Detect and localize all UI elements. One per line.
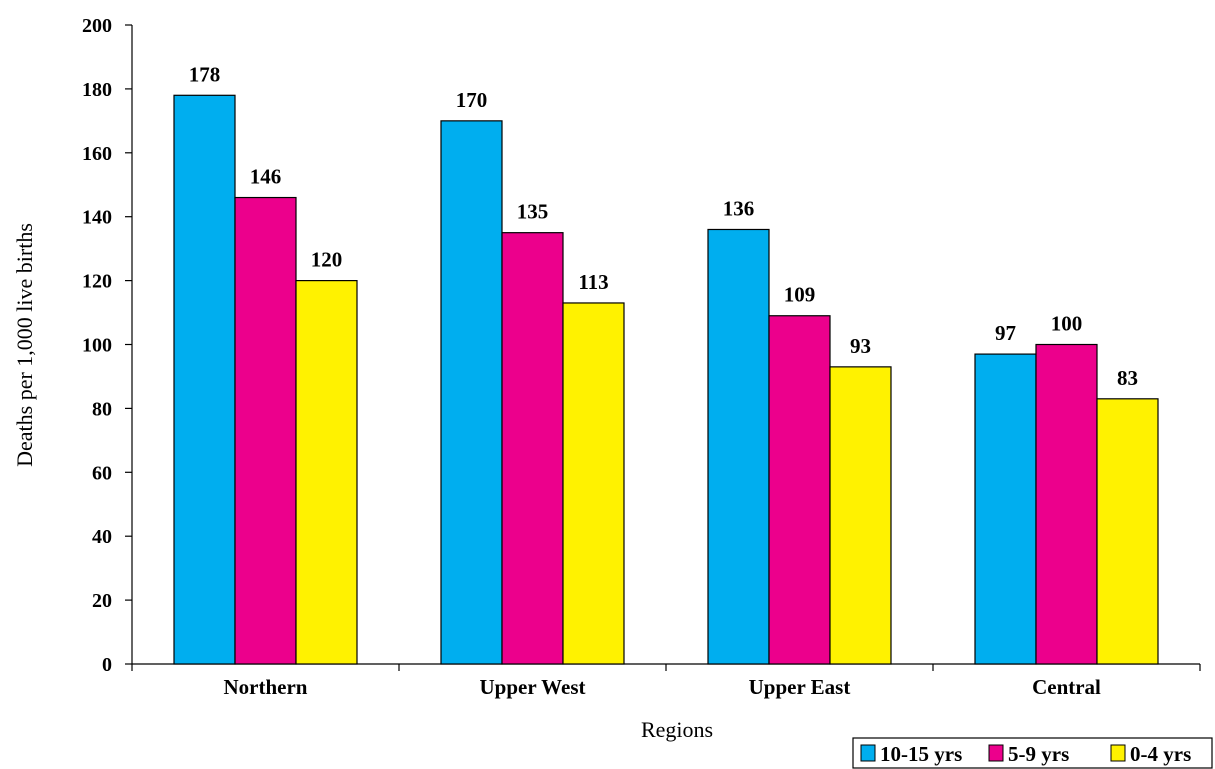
- y-axis: 0 20 40 60 80 100 120 140 160 180 200: [82, 15, 133, 676]
- data-label: 120: [311, 248, 343, 272]
- bar: [562, 302, 625, 665]
- category-label: Northern: [224, 675, 308, 699]
- data-label: 83: [1117, 366, 1138, 390]
- bar: [501, 232, 564, 665]
- y-tick-label: 100: [82, 335, 112, 357]
- data-label: 135: [517, 200, 549, 224]
- y-tick-label: 0: [102, 654, 112, 676]
- y-tick-label: 140: [82, 207, 112, 229]
- data-labels: 178 146 120 170 135 113 136 109 93 97 100 83: [189, 62, 1138, 390]
- bar: [829, 366, 892, 665]
- bars: [173, 94, 1159, 665]
- legend-box: [852, 737, 1213, 769]
- data-label: 109: [784, 283, 816, 307]
- data-label: 113: [578, 270, 608, 294]
- bar: [707, 228, 770, 665]
- category-label: Upper West: [480, 675, 586, 699]
- legend-label: 0-4 yrs: [1130, 742, 1191, 766]
- y-tick-label: 60: [92, 462, 112, 484]
- y-tick-label: 40: [92, 526, 112, 548]
- y-tick-label: 180: [82, 79, 112, 101]
- x-axis-title: Regions: [641, 717, 713, 742]
- bar: [295, 280, 358, 665]
- data-label: 146: [250, 165, 282, 189]
- bar: [974, 353, 1037, 665]
- data-label: 97: [995, 321, 1016, 345]
- data-label: 136: [723, 196, 755, 220]
- y-axis-title: Deaths per 1,000 live births: [12, 223, 37, 467]
- y-tick-label: 160: [82, 143, 112, 165]
- data-label: 100: [1051, 312, 1083, 336]
- data-label: 170: [456, 88, 488, 112]
- y-tick-label: 80: [92, 398, 112, 420]
- legend-swatch: [1110, 744, 1126, 762]
- category-label: Upper East: [749, 675, 851, 699]
- data-label: 178: [189, 62, 221, 86]
- bar: [768, 315, 831, 665]
- x-axis: Northern Upper West Upper East Central: [131, 663, 1201, 699]
- y-tick-label: 20: [92, 590, 112, 612]
- bar: [1035, 343, 1098, 665]
- legend-label: 10-15 yrs: [880, 742, 962, 766]
- data-label: 93: [850, 334, 871, 358]
- legend: 10-15 yrs 5-9 yrs 0-4 yrs: [852, 737, 1213, 769]
- y-tick-label: 120: [82, 271, 112, 293]
- legend-swatch: [860, 744, 876, 762]
- legend-label: 5-9 yrs: [1008, 742, 1069, 766]
- bar: [440, 120, 503, 665]
- bar: [1096, 398, 1159, 665]
- category-label: Central: [1032, 675, 1101, 699]
- bar: [234, 196, 297, 665]
- legend-swatch: [988, 744, 1004, 762]
- bar: [173, 94, 236, 665]
- y-tick-label: 200: [82, 15, 112, 37]
